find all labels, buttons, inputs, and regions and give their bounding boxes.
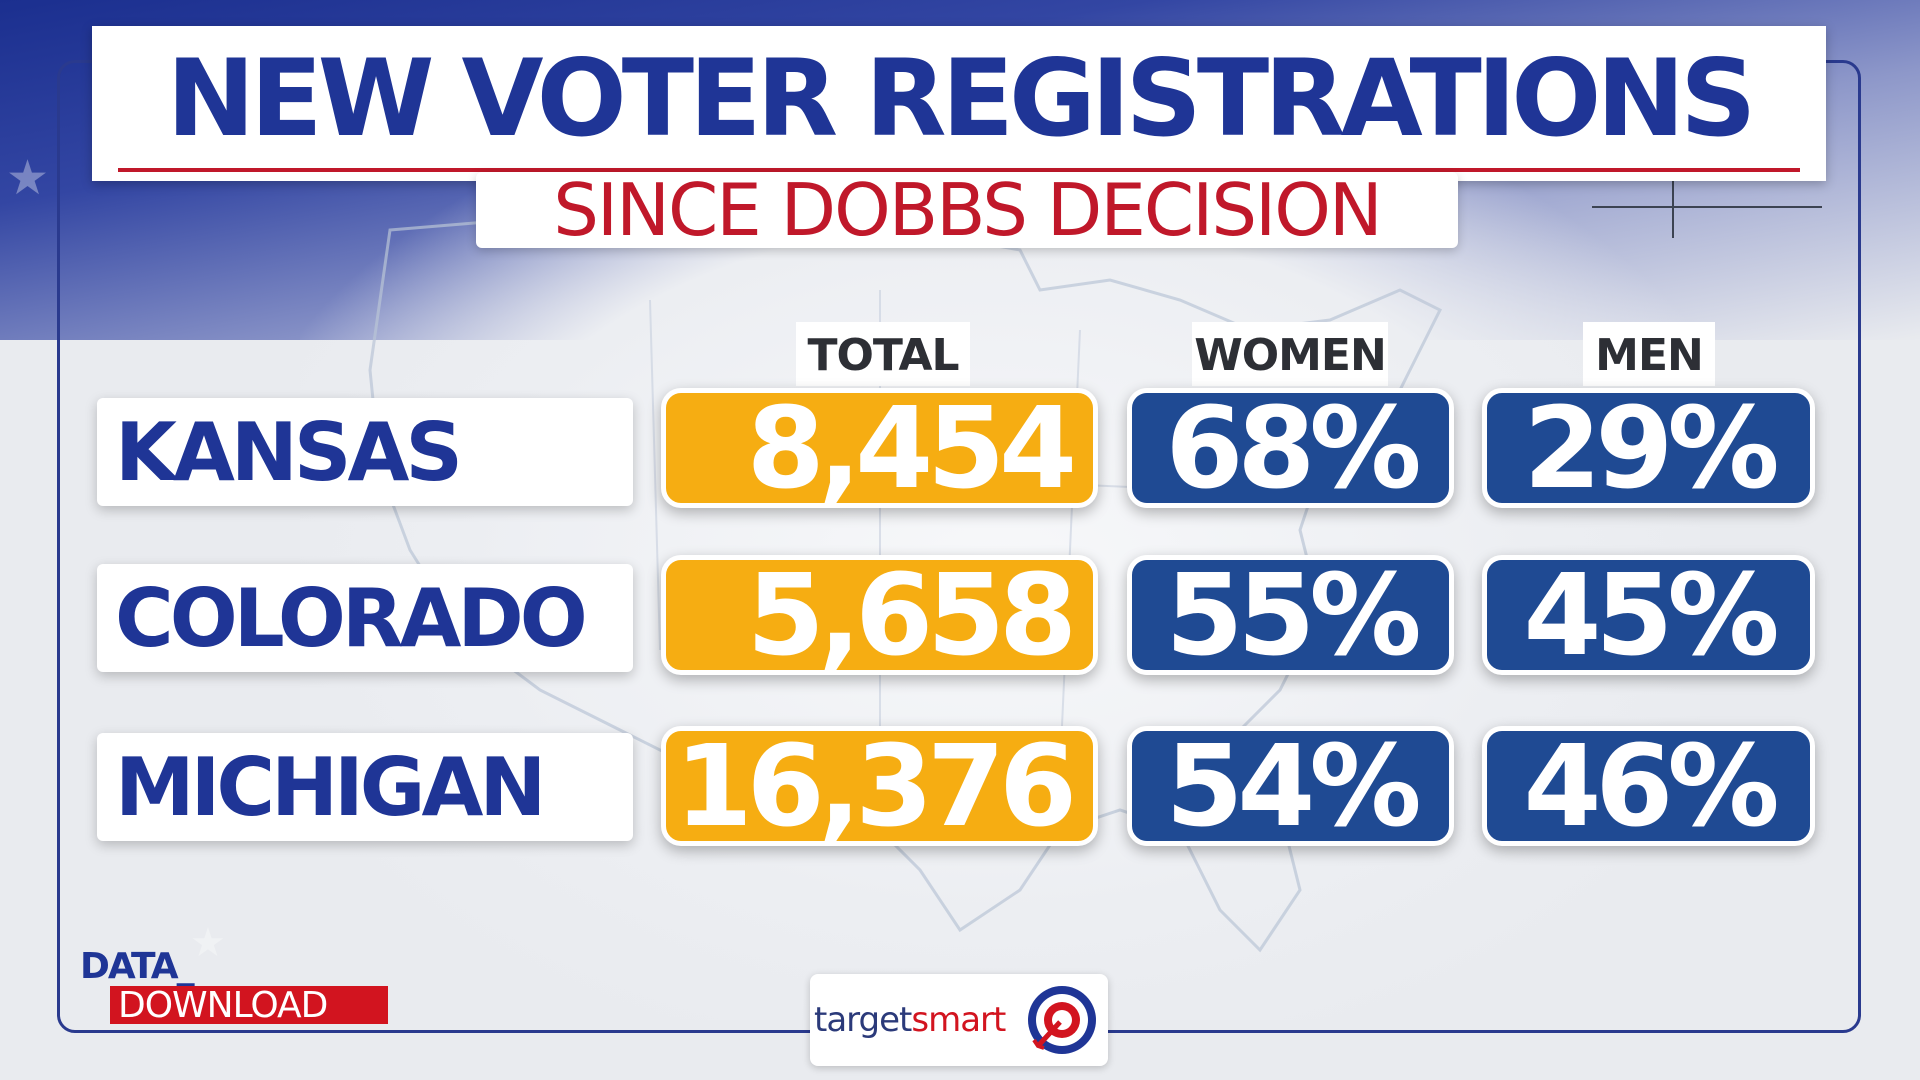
show-logo-bottom-text: DOWNLOAD bbox=[118, 985, 328, 1026]
column-header-total: TOTAL bbox=[796, 322, 970, 386]
source-logo-text: targetsmart bbox=[814, 1000, 1006, 1040]
total-value-cell: 16,376 bbox=[661, 726, 1098, 846]
show-logo-red-bar: DOWNLOAD bbox=[110, 985, 388, 1026]
title-underline bbox=[118, 168, 1800, 172]
state-label-box: MICHIGAN bbox=[97, 733, 633, 841]
target-bullseye-icon bbox=[1028, 986, 1096, 1054]
state-label: MICHIGAN bbox=[115, 741, 546, 834]
source-logo-prefix: target bbox=[814, 1000, 912, 1040]
state-label: COLORADO bbox=[115, 572, 588, 665]
title-banner: NEW VOTER REGISTRATIONS bbox=[92, 26, 1826, 181]
star-icon: ★ bbox=[190, 920, 226, 966]
star-icon: ★ bbox=[6, 150, 50, 206]
decor-line-vertical bbox=[1672, 150, 1674, 238]
chart-title: NEW VOTER REGISTRATIONS bbox=[166, 37, 1757, 160]
men-percent-cell: 45% bbox=[1482, 555, 1815, 675]
column-header-women: WOMEN bbox=[1192, 322, 1388, 386]
us-map-outline bbox=[368, 208, 1443, 953]
women-percent-cell: 54% bbox=[1127, 726, 1454, 846]
women-percent-cell: 55% bbox=[1127, 555, 1454, 675]
state-label: KANSAS bbox=[115, 406, 463, 499]
total-value-cell: 8,454 bbox=[661, 388, 1098, 508]
source-logo: targetsmart bbox=[810, 974, 1108, 1066]
chart-subtitle: SINCE DOBBS DECISION bbox=[553, 168, 1383, 252]
men-percent-cell: 46% bbox=[1482, 726, 1815, 846]
state-label-box: COLORADO bbox=[97, 564, 633, 672]
women-percent-cell: 68% bbox=[1127, 388, 1454, 508]
show-logo-top-text: DATA_ bbox=[80, 946, 195, 987]
source-logo-suffix: smart bbox=[911, 1000, 1006, 1040]
subtitle-banner: SINCE DOBBS DECISION bbox=[476, 172, 1458, 248]
state-label-box: KANSAS bbox=[97, 398, 633, 506]
total-value-cell: 5,658 bbox=[661, 555, 1098, 675]
men-percent-cell: 29% bbox=[1482, 388, 1815, 508]
column-header-men: MEN bbox=[1583, 322, 1715, 386]
decor-line-horizontal bbox=[1592, 206, 1822, 208]
